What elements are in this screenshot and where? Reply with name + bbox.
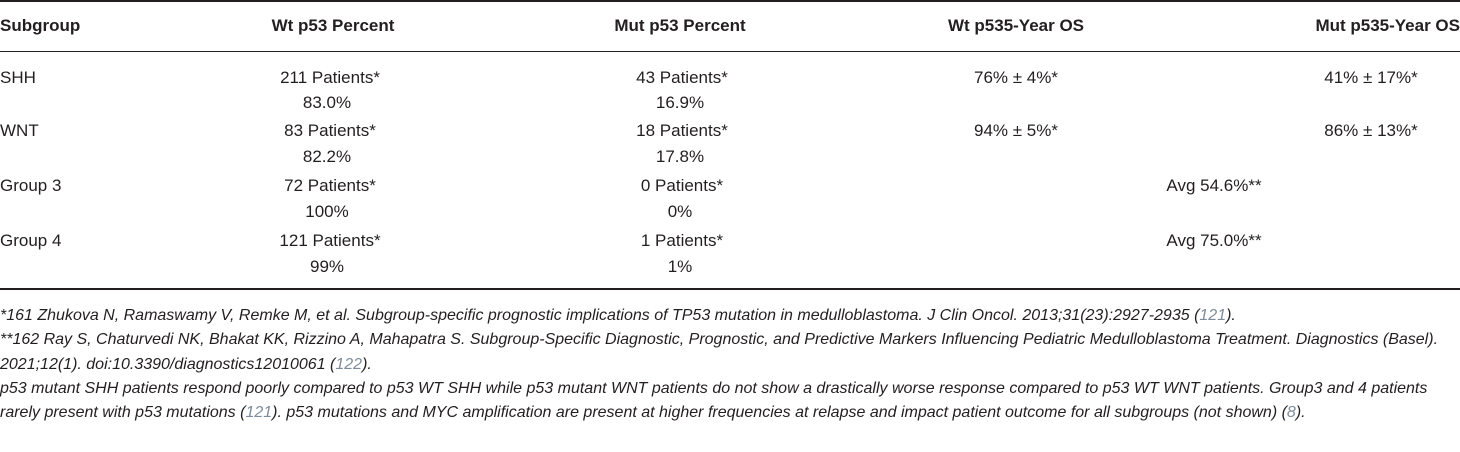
avg-5yr-os: Avg 75.0%**: [1166, 231, 1262, 250]
wt-count: 121 Patients*: [279, 231, 381, 250]
reference-link[interactable]: 121: [245, 404, 273, 422]
row-subgroup: SHH: [0, 68, 36, 87]
reference-link[interactable]: 8: [1286, 404, 1296, 422]
mut-count: 0 Patients*: [640, 176, 724, 195]
avg-5yr-os: Avg 54.6%**: [1166, 176, 1262, 195]
reference-link[interactable]: 122: [335, 355, 363, 373]
footnote-2: **162 Ray S, Chaturvedi NK, Bhakat KK, R…: [0, 331, 1439, 373]
mut-percent: 16.9%: [655, 93, 705, 112]
mut-5yr-os: 41% ± 17%*: [1324, 68, 1418, 87]
row-subgroup: Group 4: [0, 231, 62, 250]
header-wt-p53-percent: Wt p53 Percent: [271, 16, 395, 35]
reference-link[interactable]: 121: [1199, 307, 1227, 324]
header-mut-5yr-os: Mut p535-Year OS: [1315, 16, 1460, 35]
row-subgroup: Group 3: [0, 176, 62, 195]
mut-count: 43 Patients*: [636, 68, 728, 87]
table-bottom-rule: [0, 288, 1460, 290]
wt-count: 72 Patients*: [284, 176, 376, 195]
header-bottom-rule: [0, 51, 1460, 52]
wt-5yr-os: 76% ± 4%*: [974, 68, 1058, 87]
mut-percent: 0%: [667, 202, 693, 221]
wt-count: 83 Patients*: [284, 121, 376, 140]
mut-5yr-os: 86% ± 13%*: [1324, 121, 1418, 140]
wt-count: 211 Patients*: [280, 68, 380, 87]
table-top-rule: [0, 0, 1460, 2]
header-wt-5yr-os: Wt p535-Year OS: [947, 16, 1085, 35]
wt-percent: 83.0%: [302, 93, 352, 112]
wt-percent: 82.2%: [302, 147, 352, 166]
mut-count: 18 Patients*: [636, 121, 728, 140]
wt-percent: 99%: [309, 257, 345, 276]
wt-5yr-os: 94% ± 5%*: [974, 121, 1058, 140]
row-subgroup: WNT: [0, 121, 39, 140]
mut-percent: 17.8%: [655, 147, 705, 166]
footnote-1: *161 Zhukova N, Ramaswamy V, Remke M, et…: [0, 307, 1236, 324]
wt-percent: 100%: [305, 202, 349, 221]
header-subgroup: Subgroup: [0, 16, 81, 35]
header-mut-p53-percent: Mut p53 Percent: [614, 16, 746, 35]
mut-percent: 1%: [667, 257, 693, 276]
table-footnotes: *161 Zhukova N, Ramaswamy V, Remke M, et…: [0, 304, 1460, 425]
footnote-3: p53 mutant SHH patients respond poorly c…: [0, 379, 1428, 422]
mut-count: 1 Patients*: [640, 231, 724, 250]
